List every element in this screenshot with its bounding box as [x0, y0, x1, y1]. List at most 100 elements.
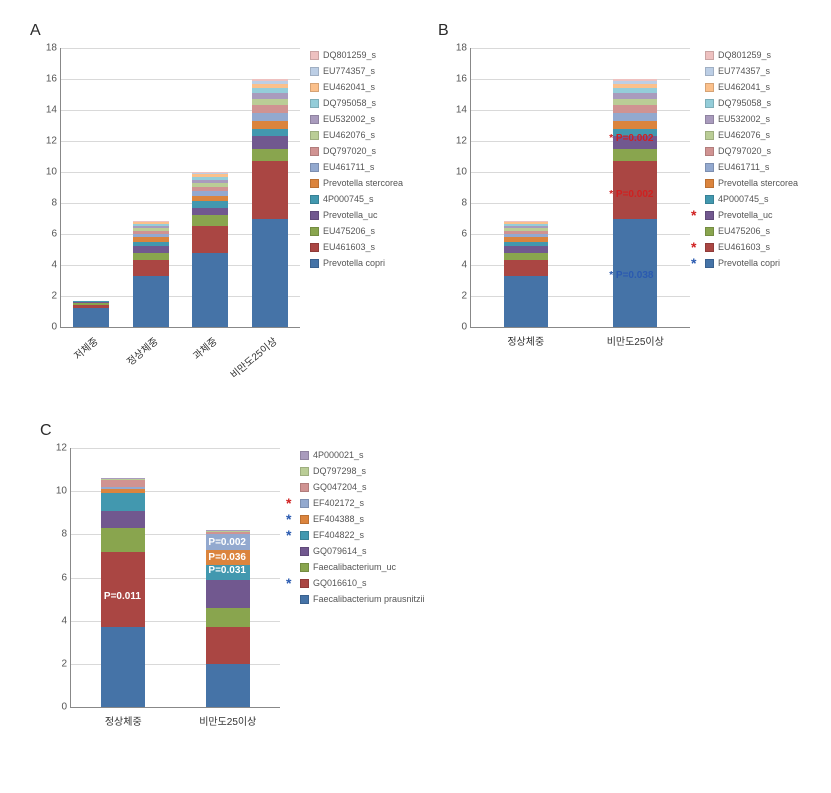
legend-label: GQ047204_s	[313, 482, 367, 492]
legend-item: EU462076_s	[310, 130, 430, 140]
legend-label: Faecalibacterium_uc	[313, 562, 396, 572]
y-tick-label: 2	[461, 291, 467, 302]
y-tick-label: 18	[456, 43, 467, 54]
legend-label: Prevotella_uc	[718, 210, 773, 220]
legend-swatch	[310, 259, 319, 268]
x-category-label: 과체중	[189, 333, 220, 362]
y-tick-label: 4	[51, 260, 57, 271]
legend-item: EU774357_s	[310, 66, 430, 76]
legend-swatch	[300, 563, 309, 572]
legend-label: EU774357_s	[718, 66, 770, 76]
legend-item: *Prevotella_uc	[705, 210, 831, 220]
legend-item: EU461603_s	[310, 242, 430, 252]
y-tick-label: 8	[51, 198, 57, 209]
x-category-label: 저체중	[70, 333, 101, 362]
legend-label: EU462076_s	[323, 130, 375, 140]
legend-item: EU475206_s	[310, 226, 430, 236]
legend-item: 4P000745_s	[705, 194, 831, 204]
bar-segment	[101, 511, 145, 528]
legend-swatch	[310, 243, 319, 252]
bar-segment	[252, 113, 288, 121]
bar-segment	[206, 580, 250, 608]
legend-swatch	[310, 211, 319, 220]
legend-swatch	[300, 483, 309, 492]
bar-segment	[192, 208, 228, 216]
x-category-label: 정상체중	[507, 333, 544, 348]
legend-swatch	[310, 115, 319, 124]
p-value-annotation: * P=0.002	[609, 133, 653, 144]
y-tick-label: 18	[46, 43, 57, 54]
panel-b-plot: 024681012141618정상체중비만도25이상* P=0.002* P=0…	[470, 48, 690, 328]
legend-swatch	[310, 147, 319, 156]
x-category-label: 정상체중	[122, 333, 160, 368]
legend-star-icon: *	[286, 515, 291, 524]
legend-star-icon: *	[286, 579, 291, 588]
figure-root: A 024681012141618저체중정상체중과체중비만도25이상 DQ801…	[10, 10, 821, 783]
legend-item: 4P000745_s	[310, 194, 430, 204]
legend-swatch	[310, 67, 319, 76]
bar-segment	[504, 260, 548, 276]
legend-item: Faecalibacterium_uc	[300, 562, 450, 572]
y-tick-label: 2	[51, 291, 57, 302]
legend-label: EU532002_s	[718, 114, 770, 124]
bar-segment	[192, 215, 228, 226]
legend-item: *EF404822_s	[300, 530, 450, 540]
bar-segment	[252, 129, 288, 137]
legend-label: EU774357_s	[323, 66, 375, 76]
legend-label: EU532002_s	[323, 114, 375, 124]
legend-swatch	[705, 259, 714, 268]
panel-b-label: B	[438, 22, 449, 40]
bar-segment	[133, 276, 169, 327]
legend-item: *EU461603_s	[705, 242, 831, 252]
legend-swatch	[310, 227, 319, 236]
legend-item: EU461711_s	[705, 162, 831, 172]
legend-swatch	[310, 83, 319, 92]
legend-swatch	[705, 51, 714, 60]
legend-item: Prevotella stercorea	[705, 178, 831, 188]
legend-item: DQ797020_s	[705, 146, 831, 156]
legend-label: Prevotella stercorea	[323, 178, 403, 188]
legend-label: DQ797020_s	[718, 146, 771, 156]
legend-swatch	[705, 83, 714, 92]
bar-segment	[252, 161, 288, 218]
bar-segment	[252, 121, 288, 129]
legend-star-icon: *	[691, 243, 696, 252]
panel-c-plot: 024681012정상체중비만도25이상* P=0.011* P=0.002* …	[70, 448, 280, 708]
legend-item: DQ797020_s	[310, 146, 430, 156]
panel-c: C 024681012정상체중비만도25이상* P=0.011* P=0.002…	[10, 410, 490, 770]
x-category-label: 비만도25이상	[607, 333, 664, 348]
y-tick-label: 12	[56, 443, 67, 454]
p-value-annotation: * P=0.002	[202, 537, 246, 548]
legend-label: Prevotella stercorea	[718, 178, 798, 188]
legend-swatch	[300, 451, 309, 460]
legend-label: 4P000021_s	[313, 450, 364, 460]
legend-item: Prevotella copri	[310, 258, 430, 268]
panel-a-legend: DQ801259_sEU774357_sEU462041_sDQ795058_s…	[310, 50, 430, 274]
y-tick-label: 4	[461, 260, 467, 271]
legend-item: Faecalibacterium prausnitzii	[300, 594, 450, 604]
legend-item: *EF402172_s	[300, 498, 450, 508]
legend-item: DQ795058_s	[705, 98, 831, 108]
y-tick-label: 12	[456, 136, 467, 147]
legend-label: EU461711_s	[323, 162, 374, 172]
legend-item: EU532002_s	[705, 114, 831, 124]
legend-label: Prevotella copri	[718, 258, 780, 268]
y-tick-label: 0	[51, 322, 57, 333]
legend-swatch	[705, 243, 714, 252]
bar-segment	[504, 276, 548, 327]
bar-segment	[133, 253, 169, 261]
legend-item: EU461711_s	[310, 162, 430, 172]
legend-label: EU462041_s	[718, 82, 770, 92]
y-tick-label: 14	[456, 105, 467, 116]
bar-group	[504, 221, 548, 327]
legend-swatch	[310, 163, 319, 172]
legend-item: EU462076_s	[705, 130, 831, 140]
legend-item: EU774357_s	[705, 66, 831, 76]
bar-segment	[504, 253, 548, 261]
legend-item: DQ801259_s	[705, 50, 831, 60]
legend-label: EU461603_s	[323, 242, 375, 252]
legend-swatch	[300, 579, 309, 588]
legend-label: DQ801259_s	[718, 50, 771, 60]
x-category-label: 비만도25이상	[199, 713, 256, 728]
bar-group	[252, 79, 288, 327]
